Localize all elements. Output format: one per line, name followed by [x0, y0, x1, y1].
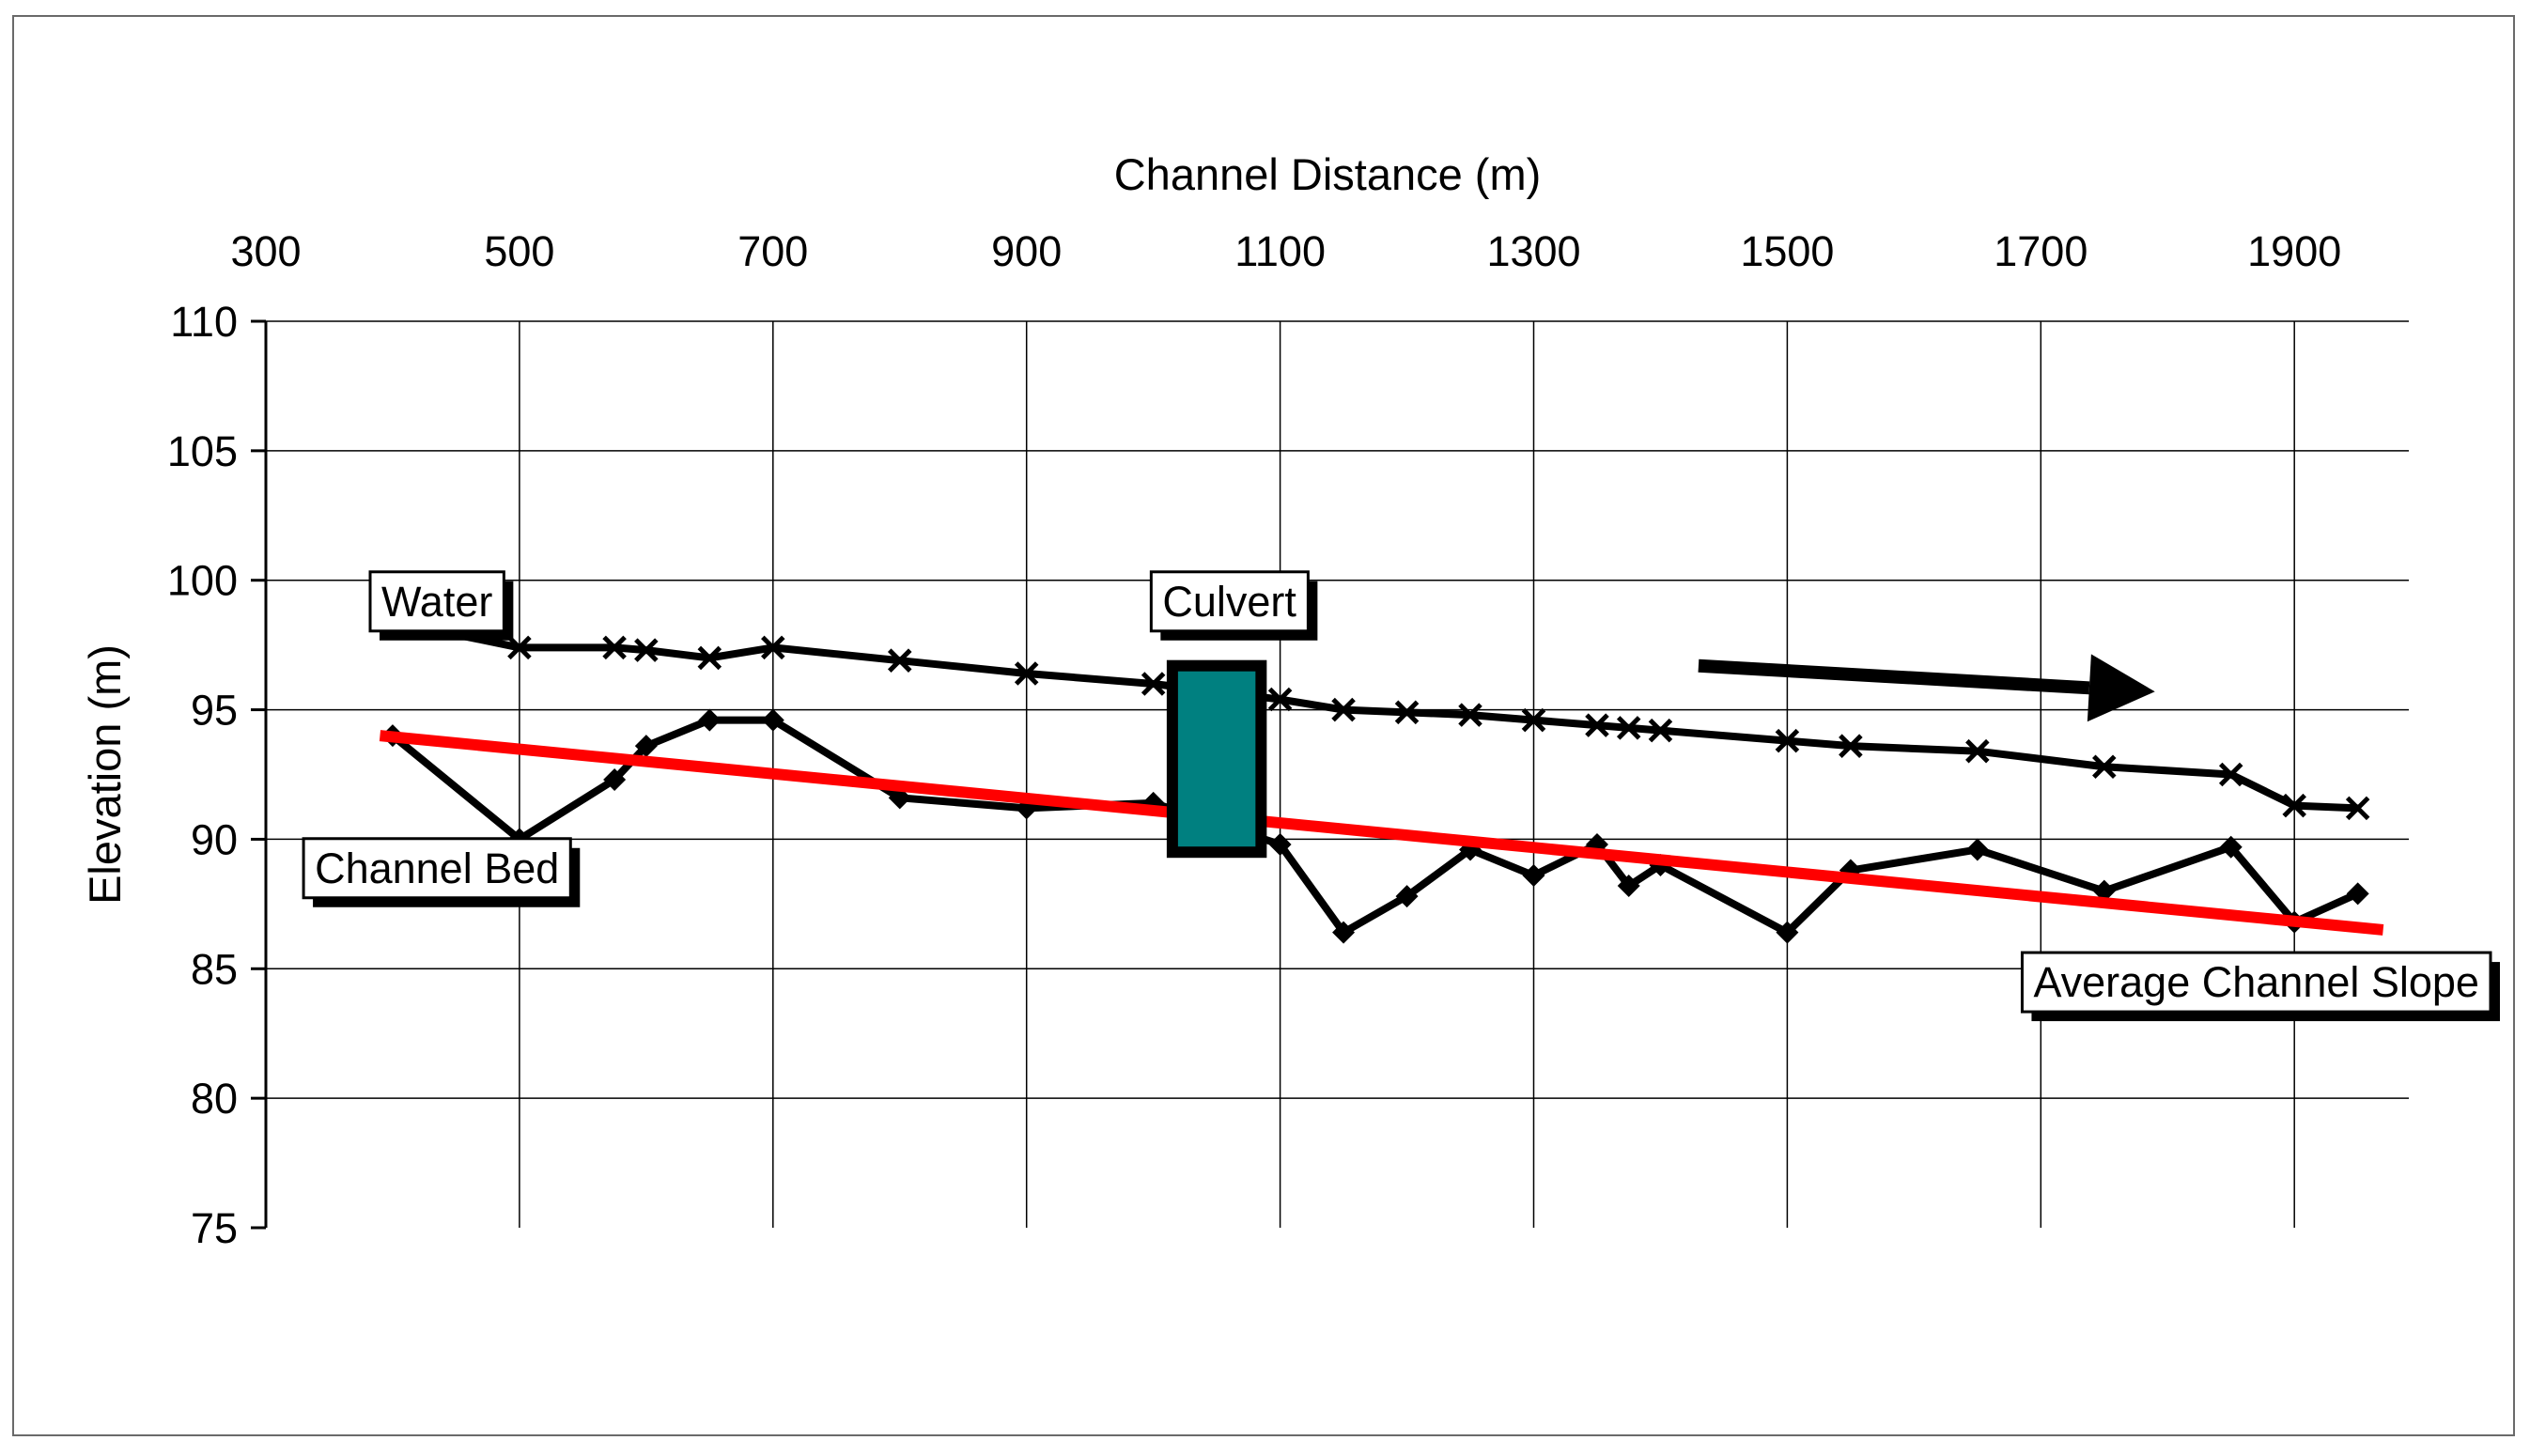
water-point-marker	[1648, 718, 1673, 743]
annotation-label: Water	[381, 578, 492, 626]
bed-point-marker	[1332, 921, 1356, 944]
bed-point-marker	[634, 735, 658, 758]
annotation-channel-bed: Channel Bed	[302, 837, 581, 907]
water-point-marker	[1458, 703, 1482, 727]
x-tick-label: 1300	[1486, 227, 1580, 275]
y-axis-title: Elevation (m)	[80, 644, 130, 905]
series-water	[380, 610, 2370, 821]
water-point-marker	[1267, 687, 1293, 712]
annotation-box	[368, 570, 505, 633]
bed-point-marker	[761, 708, 784, 732]
water-point-marker	[1394, 700, 1420, 725]
water-point-marker	[1775, 728, 1800, 753]
water-point-marker	[697, 645, 722, 671]
annotation-box	[1149, 570, 1310, 633]
x-tick-label: 500	[484, 227, 554, 275]
y-tick-label: 90	[191, 815, 238, 863]
annotation-water: Water	[368, 570, 514, 641]
water-point-marker	[2218, 762, 2243, 787]
x-tick-label: 300	[230, 227, 301, 275]
bed-point-marker	[1776, 921, 1799, 944]
average-slope-line	[379, 730, 2384, 936]
y-tick-label: 75	[191, 1204, 238, 1252]
annotation-label: Channel Bed	[315, 844, 559, 892]
annotation-average-channel-slope: Average Channel Slope	[2020, 951, 2500, 1022]
culvert-box	[1166, 659, 1267, 859]
water-point-marker	[2092, 754, 2117, 779]
water-point-marker	[1839, 734, 1863, 758]
y-axis-ticks: 75 80 85 90 95 100 105 110	[167, 298, 266, 1252]
series	[379, 610, 2384, 944]
bed-point-marker	[698, 708, 722, 732]
bed-point-marker	[2219, 835, 2243, 859]
flow-arrow-shaft	[1698, 658, 2090, 695]
axes: 75 80 85 90 95 100 105 110 300 500 700 900 1100 1300…	[80, 149, 2341, 1252]
water-point-marker	[1616, 716, 1641, 740]
x-axis-ticks: 300 500 700 900 1100 1300 1500 1700 1900	[230, 227, 2341, 275]
bed-point-marker	[603, 768, 627, 792]
series-channel-bed	[380, 708, 2369, 944]
x-tick-label: 700	[737, 227, 808, 275]
annotation-culvert: Culvert	[1149, 570, 1318, 641]
bed-point-marker	[1522, 864, 1545, 888]
y-tick-label: 95	[191, 687, 238, 735]
y-tick-label: 80	[191, 1075, 238, 1123]
series-average-channel-slope	[379, 730, 2384, 936]
y-tick-label: 100	[167, 557, 238, 605]
x-axis-title: Channel Distance (m)	[1114, 149, 1542, 199]
annotation-label: Culvert	[1162, 578, 1296, 626]
y-tick-label: 85	[191, 945, 238, 993]
bed-point-marker	[1965, 838, 1989, 861]
water-point-marker	[1585, 713, 1609, 737]
x-tick-label: 900	[991, 227, 1062, 275]
series-line	[392, 617, 2358, 813]
water-point-marker	[1141, 672, 1166, 696]
grid	[266, 320, 2409, 1228]
water-point-marker	[634, 638, 659, 662]
water-point-marker	[2282, 793, 2306, 818]
bed-point-marker	[2346, 882, 2369, 906]
x-tick-label: 1700	[1994, 227, 2088, 275]
annotation-box	[2020, 951, 2492, 1014]
flow-arrow-head	[2087, 654, 2155, 722]
x-tick-label: 1500	[1740, 227, 1834, 275]
y-tick-label: 105	[167, 427, 238, 475]
bed-point-marker	[1617, 875, 1640, 898]
x-tick-label: 1100	[1234, 227, 1326, 275]
bed-point-marker	[1395, 885, 1419, 908]
annotation-box	[302, 837, 572, 900]
annotations: Water Culvert Channel Bed Average Channel S…	[302, 570, 2500, 1022]
culvert	[1166, 659, 1267, 859]
x-tick-label: 1900	[2247, 227, 2341, 275]
water-point-marker	[1521, 707, 1546, 733]
water-point-marker	[602, 635, 627, 660]
flow-arrow	[1698, 654, 2155, 722]
series-line	[390, 716, 2360, 937]
y-tick-label: 110	[170, 298, 238, 346]
water-point-marker	[1014, 661, 1039, 686]
water-point-marker	[887, 648, 912, 673]
water-point-marker	[2345, 796, 2370, 821]
water-point-marker	[1331, 697, 1356, 722]
water-point-marker	[761, 635, 785, 660]
water-point-marker	[1965, 738, 1990, 764]
water-point-marker	[507, 635, 532, 660]
bed-point-marker	[1268, 832, 1292, 856]
annotation-label: Average Channel Slope	[2033, 958, 2479, 1006]
